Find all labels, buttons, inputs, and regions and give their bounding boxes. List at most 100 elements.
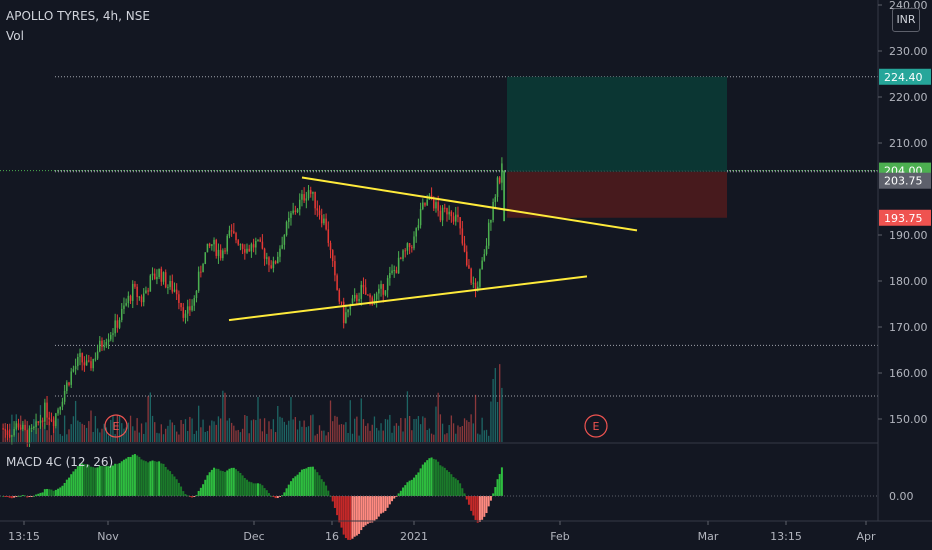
candle-body[interactable] xyxy=(169,280,171,287)
candle-body[interactable] xyxy=(487,222,490,246)
candle-body[interactable] xyxy=(358,298,360,302)
candle-body[interactable] xyxy=(211,244,213,247)
candle-body[interactable] xyxy=(351,298,354,305)
candle-body[interactable] xyxy=(336,275,338,290)
candle-body[interactable] xyxy=(501,163,503,183)
candle-body[interactable] xyxy=(452,216,455,222)
candle-body[interactable] xyxy=(263,248,266,259)
candle-body[interactable] xyxy=(127,295,130,304)
candle-body[interactable] xyxy=(101,340,103,347)
candle-body[interactable] xyxy=(219,249,222,259)
candle-body[interactable] xyxy=(426,199,428,206)
candle-body[interactable] xyxy=(239,244,242,246)
candle-body[interactable] xyxy=(235,233,237,241)
candle-body[interactable] xyxy=(39,420,42,423)
candle-body[interactable] xyxy=(195,290,198,299)
candle-body[interactable] xyxy=(28,428,31,444)
candle-body[interactable] xyxy=(118,319,121,328)
macd-legend[interactable]: MACD 4C (12, 26) xyxy=(6,455,114,469)
candle-body[interactable] xyxy=(474,282,477,290)
candle-body[interactable] xyxy=(266,257,268,259)
candle-body[interactable] xyxy=(292,210,294,214)
candle-body[interactable] xyxy=(496,177,499,198)
candle-body[interactable] xyxy=(384,290,387,295)
candle-body[interactable] xyxy=(248,248,250,252)
candle-body[interactable] xyxy=(483,254,486,261)
candle-body[interactable] xyxy=(285,221,288,236)
candle-body[interactable] xyxy=(402,250,404,259)
candle-body[interactable] xyxy=(479,269,481,287)
candle-body[interactable] xyxy=(151,273,154,276)
candle-body[interactable] xyxy=(318,210,321,216)
candle-body[interactable] xyxy=(470,268,472,283)
candle-body[interactable] xyxy=(138,296,141,298)
candle-body[interactable] xyxy=(257,239,259,241)
candle-body[interactable] xyxy=(244,249,246,253)
candle-body[interactable] xyxy=(468,265,470,269)
candle-body[interactable] xyxy=(327,229,330,243)
candle-body[interactable] xyxy=(200,271,202,273)
candle-body[interactable] xyxy=(430,195,433,198)
candle-body[interactable] xyxy=(197,271,200,291)
earnings-marker-icon[interactable] xyxy=(584,414,608,438)
candle-body[interactable] xyxy=(325,218,327,230)
candle-body[interactable] xyxy=(316,208,319,211)
candle-body[interactable] xyxy=(6,430,9,435)
candle-body[interactable] xyxy=(272,261,275,269)
candle-body[interactable] xyxy=(164,272,167,288)
candle-body[interactable] xyxy=(261,241,264,249)
candle-body[interactable] xyxy=(70,371,72,385)
candle-body[interactable] xyxy=(68,382,70,385)
candle-body[interactable] xyxy=(142,293,145,303)
candle-body[interactable] xyxy=(360,284,363,299)
candle-body[interactable] xyxy=(61,401,64,407)
candle-body[interactable] xyxy=(391,270,393,274)
candle-body[interactable] xyxy=(52,420,55,427)
candle-body[interactable] xyxy=(131,283,134,301)
candle-body[interactable] xyxy=(178,294,180,303)
candle-body[interactable] xyxy=(13,429,15,436)
candle-body[interactable] xyxy=(19,427,22,430)
candle-body[interactable] xyxy=(406,243,409,251)
candle-body[interactable] xyxy=(149,275,152,292)
candle-body[interactable] xyxy=(167,286,169,288)
candle-body[interactable] xyxy=(356,295,358,302)
candle-body[interactable] xyxy=(241,244,244,250)
candle-body[interactable] xyxy=(114,320,116,334)
candle-body[interactable] xyxy=(389,273,391,279)
candle-body[interactable] xyxy=(213,239,215,245)
candle-body[interactable] xyxy=(461,228,464,244)
candle-body[interactable] xyxy=(457,214,459,218)
candle-body[interactable] xyxy=(116,320,119,328)
candle-body[interactable] xyxy=(437,202,439,211)
candle-body[interactable] xyxy=(320,215,323,224)
candle-body[interactable] xyxy=(331,250,334,262)
candle-body[interactable] xyxy=(145,290,147,294)
candle-body[interactable] xyxy=(41,420,44,422)
candle-body[interactable] xyxy=(472,282,475,284)
candle-body[interactable] xyxy=(129,295,132,301)
candle-body[interactable] xyxy=(226,235,228,252)
support-trendline[interactable] xyxy=(228,275,588,322)
candle-body[interactable] xyxy=(81,353,83,363)
candle-body[interactable] xyxy=(492,201,494,220)
candle-body[interactable] xyxy=(189,306,191,311)
candle-body[interactable] xyxy=(485,245,488,255)
earnings-marker-icon[interactable] xyxy=(104,414,128,438)
candle-body[interactable] xyxy=(22,424,24,430)
candle-body[interactable] xyxy=(446,208,448,215)
candle-body[interactable] xyxy=(66,382,68,391)
candle-body[interactable] xyxy=(334,261,336,276)
candle-body[interactable] xyxy=(215,239,218,256)
candle-body[interactable] xyxy=(222,250,224,259)
candle-body[interactable] xyxy=(180,302,182,308)
candle-body[interactable] xyxy=(274,261,277,264)
candle-body[interactable] xyxy=(246,248,248,253)
candle-body[interactable] xyxy=(287,217,290,222)
candle-body[interactable] xyxy=(79,353,81,357)
candle-body[interactable] xyxy=(11,435,13,437)
candle-body[interactable] xyxy=(46,402,48,418)
candle-body[interactable] xyxy=(314,191,316,209)
target-zone[interactable] xyxy=(507,76,727,172)
candle-body[interactable] xyxy=(230,230,233,232)
